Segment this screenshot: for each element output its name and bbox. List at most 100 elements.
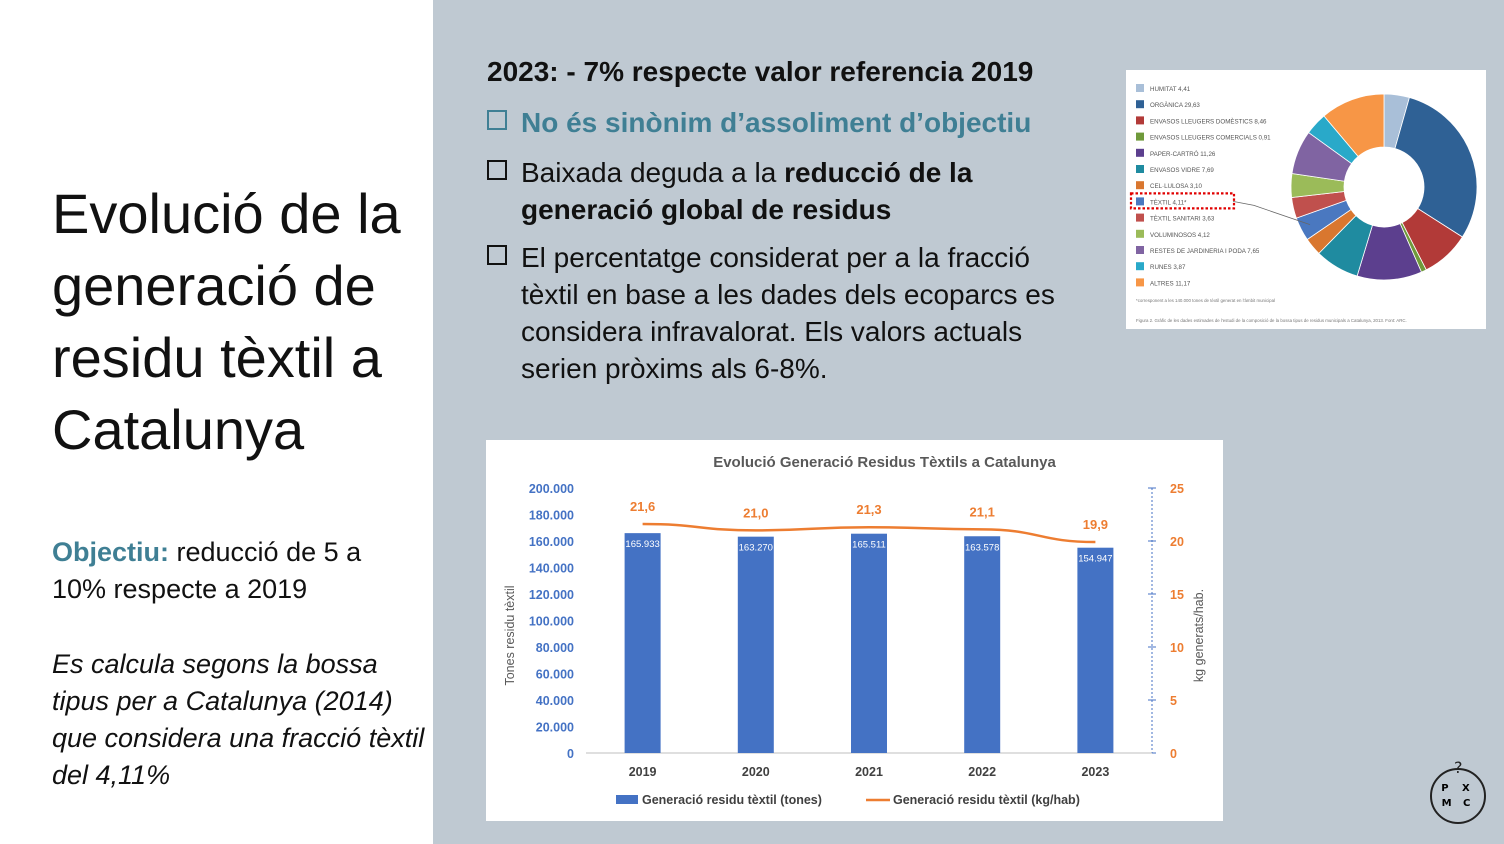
pie-legend-swatch [1136, 84, 1144, 92]
textile-leader-line [1232, 201, 1311, 226]
slide-title: Evolució de la generació de residu tèxti… [52, 182, 401, 461]
pie-legend-label: TÈXTIL SANITARI 3,63 [1150, 216, 1215, 223]
objective-value: reducció de 5 a 10% respecte a 2019 [52, 537, 362, 604]
objective-text: Objectiu: reducció de 5 a 10% respecte a… [52, 534, 422, 608]
calculation-note: Es calcula segons la bossa tipus per a C… [52, 649, 425, 790]
legend-label-line: Generació residu tèxtil (kg/hab) [893, 793, 1080, 807]
composition-pie-figure: HUMITAT 4,41 ORGÀNICA 29,63 ENVASOS LLEUGE… [1126, 70, 1486, 329]
line-data-label: 21,1 [970, 504, 995, 519]
y-tick-label: 20.000 [536, 721, 574, 735]
y-tick-label: 160.000 [529, 535, 574, 549]
composition-pie-chart: HUMITAT 4,41 ORGÀNICA 29,63 ENVASOS LLEUGE… [1129, 84, 1478, 323]
x-tick-label: 2021 [855, 765, 883, 779]
pie-legend-swatch [1136, 262, 1144, 271]
bar-data-label: 163.270 [739, 543, 773, 554]
bar-data-label: 163.578 [965, 542, 999, 553]
y-tick-label: 200.000 [529, 482, 574, 496]
pie-legend-label: ENVASOS LLEUGERS COMERCIALS 0,91 [1150, 135, 1271, 142]
pie-footnote: *corresponent a les 140.000 tones de tèx… [1136, 298, 1275, 303]
pie-legend-label: RESTES DE JARDINERIA I PODA 7,65 [1150, 248, 1260, 255]
headline: 2023: - 7% respecte valor referencia 201… [487, 56, 1034, 87]
pie-legend-label: PAPER-CARTRÓ 11,26 [1150, 151, 1216, 158]
pie-legend-label: ORGÀNICA 29,63 [1150, 102, 1200, 109]
pie-legend-label: VOLUMINOSOS 4,12 [1150, 232, 1210, 239]
bar-data-label: 165.511 [852, 540, 886, 551]
legend-label-bars: Generació residu tèxtil (tones) [642, 793, 822, 807]
y-tick-label: 180.000 [529, 509, 574, 523]
bullet-1-text: No és sinònim d’assoliment d’objectiu [521, 107, 1032, 138]
y-tick-label: 40.000 [536, 694, 574, 708]
bar [851, 533, 887, 753]
pie-slice [1323, 93, 1385, 158]
bar [964, 536, 1001, 753]
legend-swatch-bars [616, 795, 638, 804]
logo-text-top: P X [1441, 783, 1475, 794]
logo-text-bottom: M C [1441, 798, 1475, 809]
pie-legend-swatch [1136, 213, 1144, 222]
pie-legend-swatch [1136, 246, 1144, 254]
pie-legend-swatch [1136, 132, 1144, 141]
bullet-2-bold-text: reducció de la generació global de resid… [521, 157, 973, 225]
pie-legend-swatch [1136, 148, 1144, 157]
pie-legend-label: CEL·LULOSA 3,10 [1150, 183, 1202, 190]
pie-legend-swatch [1136, 100, 1144, 109]
bar-data-label: 165.933 [625, 539, 659, 550]
pie-legend-label: HUMITAT 4,41 [1150, 86, 1191, 93]
evolution-chart-card: Evolució Generació Residus Tèxtils a Cat… [486, 440, 1223, 821]
pie-caption: Figura 2. Gràfic de les dades estimades … [1136, 318, 1407, 323]
evolution-chart: Evolució Generació Residus Tèxtils a Cat… [503, 454, 1206, 807]
y-tick-label: 140.000 [529, 562, 574, 576]
checkbox-bullet-icon [487, 110, 507, 130]
pxmc-logo: ? P X M C [1430, 758, 1486, 824]
chart-title: Evolució Generació Residus Tèxtils a Cat… [713, 454, 1056, 471]
y-axis-title: Tones residu tèxtil [503, 585, 517, 685]
y2-tick-label: 25 [1170, 482, 1184, 496]
pie-legend-swatch [1136, 229, 1144, 238]
pie-legend-label: RUNES 3,87 [1150, 264, 1186, 271]
bar [1077, 547, 1114, 753]
bar [624, 533, 661, 753]
y-tick-label: 0 [567, 747, 574, 761]
x-tick-label: 2022 [968, 765, 996, 779]
pie-legend-swatch [1136, 181, 1144, 190]
x-tick-label: 2019 [629, 765, 657, 779]
y2-tick-label: 15 [1170, 588, 1184, 602]
objective-label: Objectiu: [52, 537, 170, 567]
y-tick-label: 100.000 [529, 615, 574, 629]
line-data-label: 19,9 [1083, 517, 1108, 532]
y-tick-label: 120.000 [529, 588, 574, 602]
bullet-3-text: El percentatge considerat per a la fracc… [521, 242, 1055, 384]
checkbox-bullet-icon [487, 245, 507, 265]
logo-hook-icon: ? [1454, 758, 1463, 777]
pie-legend-swatch [1136, 197, 1144, 206]
bullet-2: Baixada deguda a la reducció de la gener… [487, 154, 1047, 228]
pie-slice [1394, 97, 1478, 238]
y2-tick-label: 5 [1170, 694, 1177, 708]
pie-legend-label: ALTRES 11,17 [1150, 280, 1191, 287]
bar-data-label: 154.947 [1078, 554, 1112, 565]
y2-tick-label: 0 [1170, 747, 1177, 761]
pie-legend-swatch [1136, 278, 1144, 287]
bullet-3: El percentatge considerat per a la fracc… [487, 239, 1087, 387]
pie-legend-swatch [1136, 116, 1144, 125]
bullet-1: No és sinònim d’assoliment d’objectiu [487, 104, 1031, 141]
x-tick-label: 2023 [1081, 765, 1109, 779]
y2-tick-label: 20 [1170, 535, 1184, 549]
pie-legend-label: ENVASOS LLEUGERS DOMÈSTICS 8,46 [1150, 118, 1267, 125]
bar [737, 536, 774, 753]
checkbox-bullet-icon [487, 160, 507, 180]
line-data-label: 21,6 [630, 499, 655, 514]
bullet-2-text: Baixada deguda a la [521, 157, 785, 188]
pie-legend-label: TÈXTIL 4,11* [1150, 199, 1187, 206]
y2-axis-title: kg generats/hab. [1192, 589, 1206, 682]
line-data-label: 21,3 [856, 502, 881, 517]
pie-legend-label: ENVASOS VIDRE 7,69 [1150, 167, 1214, 174]
y2-tick-label: 10 [1170, 641, 1184, 655]
y-tick-label: 80.000 [536, 641, 574, 655]
x-tick-label: 2020 [742, 765, 770, 779]
y-tick-label: 60.000 [536, 668, 574, 682]
title-panel: Evolució de la generació de residu tèxti… [0, 0, 433, 844]
line-data-label: 21,0 [743, 505, 768, 520]
series-line [642, 522, 1096, 544]
pie-legend-swatch [1136, 165, 1144, 173]
